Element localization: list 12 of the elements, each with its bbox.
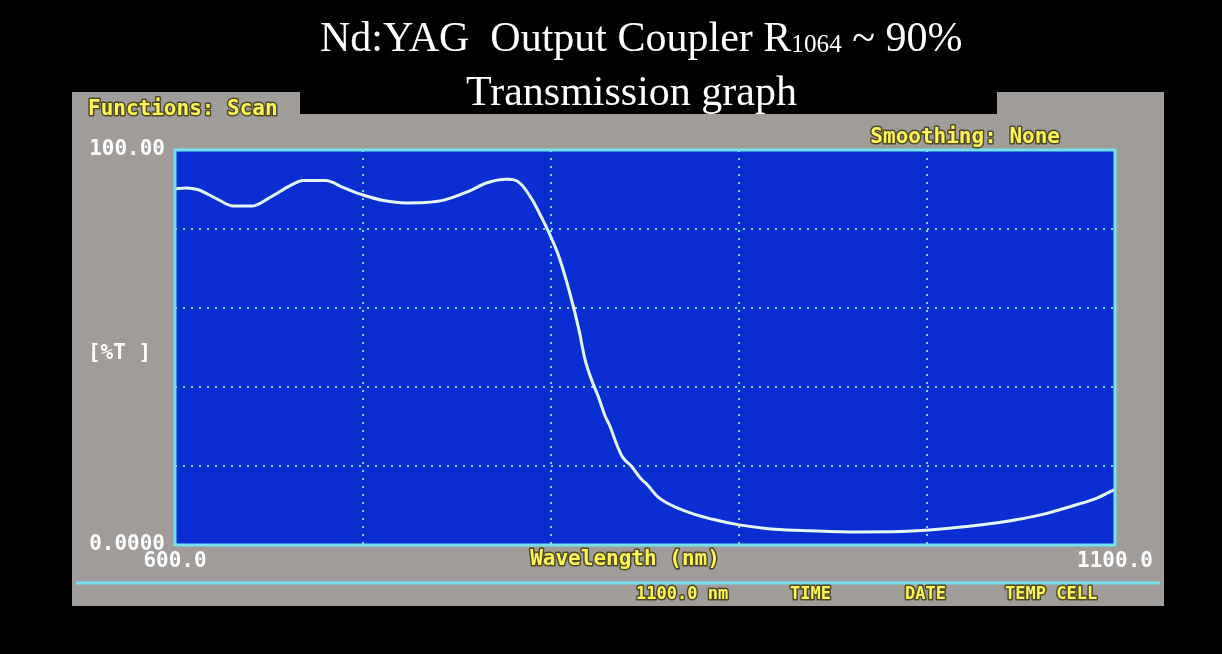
text: TEMP CELL	[1005, 583, 1098, 604]
chart-subtitle: Transmission graph	[466, 68, 797, 114]
text: 1100.0 nm	[636, 583, 729, 604]
y-tick-label: 100.00	[89, 136, 165, 161]
text: DATE	[905, 583, 946, 604]
text: TIME	[790, 583, 831, 604]
text: Smoothing: None	[870, 124, 1060, 149]
x-tick-label: 1100.0	[1077, 548, 1153, 573]
x-axis-title: Wavelength (nm)	[530, 546, 720, 571]
line-series	[175, 177, 1115, 534]
text: Functions: Scan	[88, 96, 278, 121]
y-axis-title: [%T ]	[87, 339, 152, 364]
